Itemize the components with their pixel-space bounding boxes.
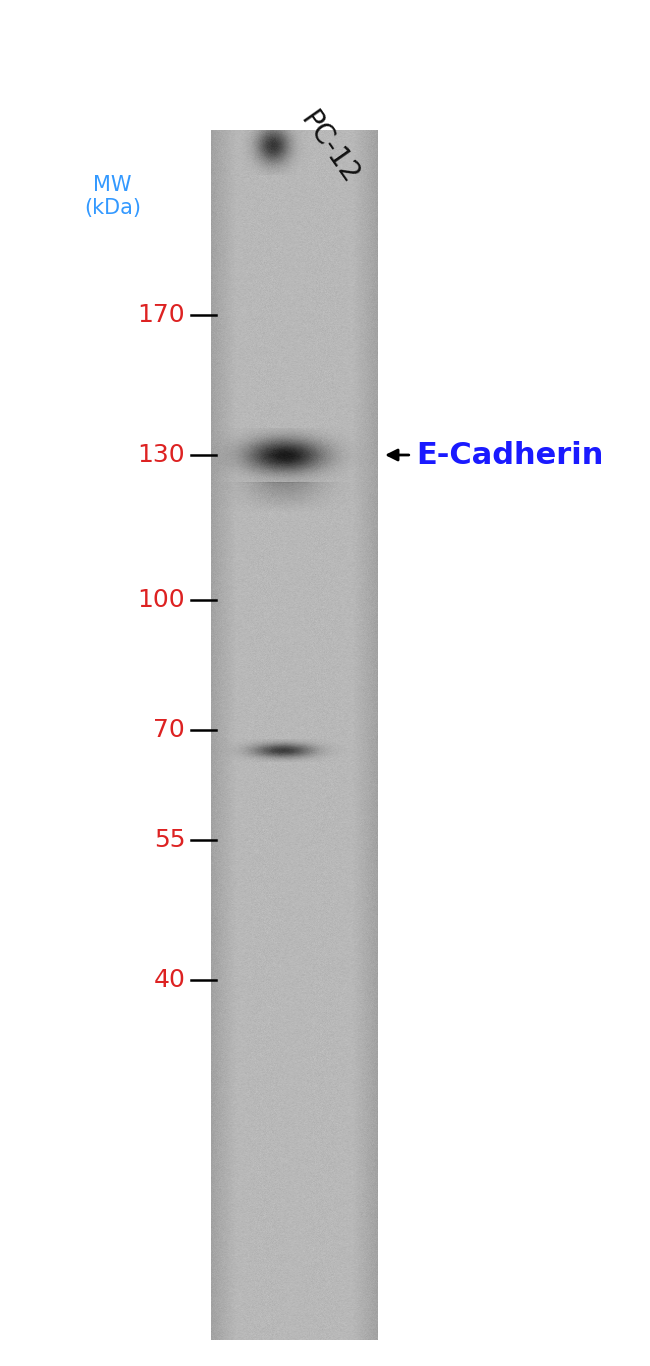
Text: 55: 55 — [153, 828, 185, 852]
Text: 40: 40 — [153, 968, 185, 992]
Text: PC-12: PC-12 — [294, 107, 363, 189]
Text: 100: 100 — [138, 587, 185, 612]
Text: 70: 70 — [153, 719, 185, 742]
Text: 170: 170 — [138, 303, 185, 326]
Text: E-Cadherin: E-Cadherin — [417, 440, 604, 470]
Text: 130: 130 — [138, 443, 185, 467]
Text: MW
(kDa): MW (kDa) — [84, 175, 141, 219]
